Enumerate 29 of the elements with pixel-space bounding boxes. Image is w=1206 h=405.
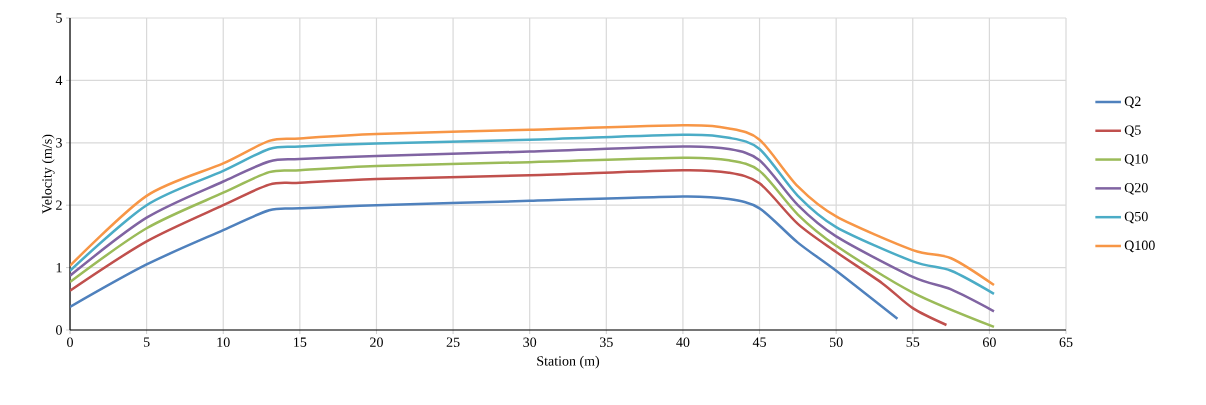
x-tick-label: 20 — [370, 337, 383, 347]
x-tick-label: 45 — [752, 337, 767, 347]
x-tick-label: 5 — [143, 337, 150, 347]
legend-label: Q20 — [1124, 182, 1148, 195]
x-tick-label: 15 — [294, 337, 307, 347]
legend-label: Q2 — [1124, 96, 1141, 109]
legend-label: Q5 — [1124, 125, 1141, 137]
x-tick-label: 65 — [1059, 337, 1073, 347]
x-tick-label: 0 — [67, 337, 73, 347]
y-tick-label: 0 — [56, 325, 62, 335]
x-tick-label: 10 — [217, 337, 230, 347]
x-tick-label: 25 — [446, 337, 460, 347]
y-tick-label: 5 — [56, 13, 62, 23]
x-tick-label: 60 — [982, 337, 996, 347]
legend-label: Q100 — [1124, 240, 1155, 253]
y-tick-label: 4 — [55, 75, 63, 86]
x-tick-label: 50 — [829, 337, 843, 347]
y-tick-label: 3 — [56, 138, 62, 148]
x-tick-label: 55 — [906, 337, 920, 347]
y-axis-title: Velocity (m/s) — [41, 134, 55, 214]
line-series — [70, 195, 899, 321]
legend-label: Q10 — [1124, 154, 1148, 166]
legend-label: Q50 — [1124, 211, 1148, 224]
y-tick-label: 2 — [56, 200, 62, 210]
x-tick-label: 40 — [676, 337, 690, 347]
y-tick-label: 1 — [56, 262, 62, 273]
x-tick-label: 30 — [523, 337, 537, 347]
x-axis-title: Station (m) — [537, 355, 600, 369]
x-tick-label: 35 — [599, 337, 613, 347]
